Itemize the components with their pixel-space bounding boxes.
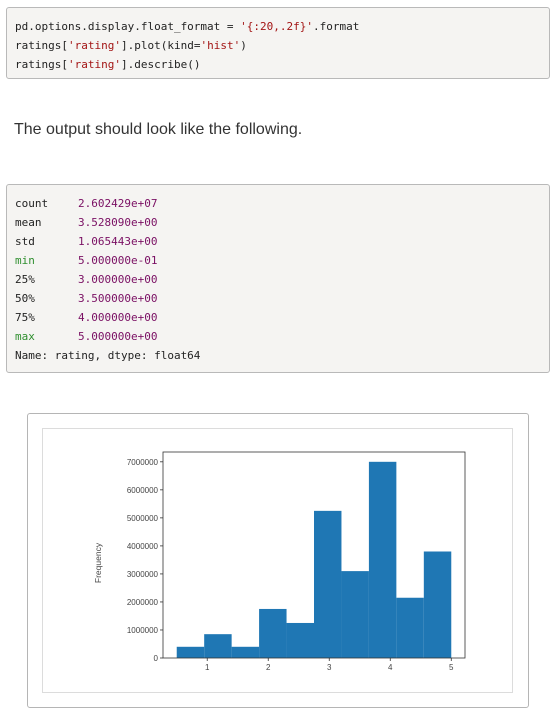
- histogram-bar-9: [423, 551, 452, 658]
- describe-output-block: count 2.602429e+07 mean 3.528090e+00 std 1.…: [6, 184, 550, 373]
- code-line: ratings['rating'].describe(): [15, 55, 549, 74]
- histogram-bar-8: [396, 597, 424, 658]
- stat-value: 3.500000e+00: [78, 292, 158, 305]
- stat-key: 25%: [15, 273, 35, 286]
- figure-frame: 0 1000000 2000000 3000000 4000000 5000000 6000…: [27, 413, 529, 708]
- code-string: 'rating': [67, 39, 121, 52]
- y-tick-label: 5000000: [127, 514, 159, 523]
- stat-value: 5.000000e+00: [78, 330, 158, 343]
- y-tick-label: 1000000: [127, 626, 159, 635]
- stat-value: 3.528090e+00: [78, 216, 158, 229]
- stat-key: 75%: [15, 311, 35, 324]
- histogram-bar-7: [368, 461, 397, 658]
- code-text: .format: [313, 20, 360, 33]
- x-tick-label: 1: [205, 663, 210, 672]
- stat-row-mean: mean 3.528090e+00: [15, 213, 549, 232]
- y-tick-label: 3000000: [127, 570, 159, 579]
- stat-key: std: [15, 235, 35, 248]
- x-tick-label: 4: [388, 663, 393, 672]
- stat-key: mean: [15, 216, 42, 229]
- stat-row-std: std 1.065443e+00: [15, 232, 549, 251]
- stat-row-75: 75% 4.000000e+00: [15, 308, 549, 327]
- y-tick-label: 7000000: [127, 458, 159, 467]
- code-text: ratings[: [15, 39, 68, 52]
- y-tick-label: 6000000: [127, 486, 159, 495]
- histogram-bar-5: [314, 510, 342, 658]
- code-text: ): [240, 39, 247, 52]
- code-text: pd.options.display.float_format =: [15, 20, 241, 33]
- stat-key: 50%: [15, 292, 35, 305]
- code-string: '{:20,.2f}': [240, 20, 314, 33]
- stat-row-25: 25% 3.000000e+00: [15, 270, 549, 289]
- code-string: 'hist': [200, 39, 241, 52]
- stat-row-max: max 5.000000e+00: [15, 327, 549, 346]
- stat-value: 4.000000e+00: [78, 311, 158, 324]
- x-tick-label: 2: [266, 663, 271, 672]
- stat-value: 1.065443e+00: [78, 235, 158, 248]
- describe-footer: Name: rating, dtype: float64: [15, 349, 201, 362]
- code-text: ].describe(): [120, 58, 201, 71]
- code-text: ratings[: [15, 58, 68, 71]
- y-tick-label: 2000000: [127, 598, 159, 607]
- histogram-chart: 0 1000000 2000000 3000000 4000000 5000000 6000…: [93, 451, 466, 672]
- stat-value: 2.602429e+07: [78, 197, 158, 210]
- stat-value: 5.000000e-01: [78, 254, 158, 267]
- histogram-bar-2: [231, 646, 260, 658]
- histogram-bar-0: [176, 646, 205, 658]
- code-string: 'rating': [67, 58, 121, 71]
- x-tick-label: 3: [327, 663, 332, 672]
- code-line: pd.options.display.float_format = '{:20,…: [15, 17, 549, 36]
- histogram-bar-1: [204, 634, 232, 658]
- x-tick-label: 5: [449, 663, 454, 672]
- histogram-bar-4: [286, 622, 314, 658]
- stat-value: 3.000000e+00: [78, 273, 158, 286]
- stat-key: min: [15, 254, 35, 267]
- histogram-bar-3: [259, 608, 287, 658]
- code-input-block: pd.options.display.float_format = '{:20,…: [6, 7, 550, 79]
- stat-key: count: [15, 197, 49, 210]
- code-line: ratings['rating'].plot(kind='hist'): [15, 36, 549, 55]
- plot-frame: [162, 451, 466, 659]
- y-tick-label: 0: [154, 654, 159, 663]
- figure-inner: 0 1000000 2000000 3000000 4000000 5000000 6000…: [42, 428, 513, 693]
- code-text: ].plot(kind=: [120, 39, 201, 52]
- prose-paragraph: The output should look like the followin…: [14, 121, 303, 138]
- stat-row-count: count 2.602429e+07: [15, 194, 549, 213]
- histogram-bar-6: [341, 571, 369, 658]
- stat-key: max: [15, 330, 35, 343]
- y-axis-label: Frequency: [93, 542, 103, 583]
- stat-row-min: min 5.000000e-01: [15, 251, 549, 270]
- y-tick-label: 4000000: [127, 542, 159, 551]
- stat-row-50: 50% 3.500000e+00: [15, 289, 549, 308]
